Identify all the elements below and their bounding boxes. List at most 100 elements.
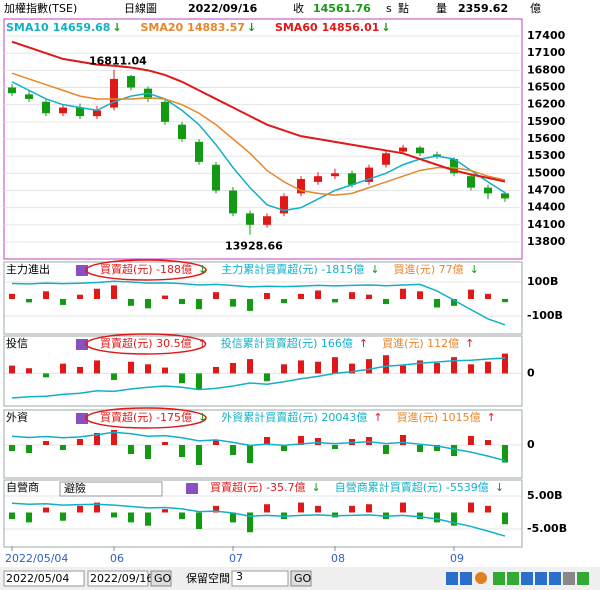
flow-bar	[451, 357, 457, 374]
flow-bar	[162, 295, 168, 299]
start-date: 2022/05/04	[6, 572, 69, 585]
flow-bar	[162, 367, 168, 374]
end-input[interactable]	[87, 570, 149, 587]
cumulative-line	[11, 431, 506, 462]
flow-bar	[502, 512, 508, 525]
flow-bar	[43, 291, 49, 299]
flow-bar	[26, 368, 32, 374]
date: 2022/09/16	[188, 2, 258, 15]
panel-icon	[76, 265, 88, 276]
flow-bar	[145, 445, 151, 459]
flow-bar	[417, 360, 423, 374]
flow-bar	[179, 373, 185, 384]
flow-bar	[468, 502, 474, 513]
end-date: 2022/09/16	[90, 572, 153, 585]
low-annotation: 13928.66	[225, 240, 283, 253]
sma-line	[11, 72, 506, 196]
flow-bar	[162, 509, 168, 513]
candle-body	[433, 154, 441, 157]
panel-text: 買賣超(元) -35.7億	[210, 480, 306, 494]
flow-bar	[145, 298, 151, 309]
candle-body	[331, 173, 339, 177]
panel-text: 買賣超(元) 30.5億	[100, 336, 192, 350]
flow-bar	[383, 298, 389, 305]
flow-bar	[26, 512, 32, 523]
flow-bar	[196, 373, 202, 390]
panel-text: ↑	[465, 337, 474, 350]
y-tick-label: 16500	[527, 81, 566, 94]
flow-bar	[400, 288, 406, 299]
sma-line	[11, 81, 506, 212]
flow-bar	[26, 298, 32, 303]
flow-bar	[230, 512, 236, 523]
flow-bar	[264, 373, 270, 382]
flow-bar	[94, 502, 100, 513]
flow-bar	[315, 290, 321, 299]
candle-body	[178, 124, 186, 139]
panel-text: ↓	[495, 481, 504, 494]
panel-icon	[186, 483, 198, 494]
flow-bar	[9, 512, 15, 520]
flow-bar	[366, 294, 372, 299]
flow-bar	[145, 512, 151, 526]
flow-bar	[111, 373, 117, 380]
flow-bar	[128, 361, 134, 374]
y-tick-label: 14100	[527, 218, 566, 231]
reserve-input[interactable]	[231, 570, 289, 587]
panel-text: ↑	[198, 337, 207, 350]
panel-icon	[76, 339, 88, 350]
period: 日線圖	[124, 1, 157, 15]
flow-bar	[213, 366, 219, 374]
panel-text: ↓	[470, 263, 479, 276]
flow-bar	[400, 435, 406, 445]
candle-body	[280, 196, 288, 214]
flow-bar	[315, 505, 321, 513]
candle-body	[110, 78, 118, 108]
y-tick-label: 15300	[527, 149, 566, 162]
panel-text: ↑	[373, 411, 382, 424]
select-value: 避險	[64, 481, 86, 495]
y-tick-label: 17400	[527, 29, 566, 42]
flow-bar	[60, 512, 66, 521]
panel-frame	[3, 409, 523, 479]
select-box[interactable]	[59, 481, 163, 497]
flow-bar	[179, 298, 185, 305]
flow-bar	[349, 292, 355, 299]
flow-bar	[332, 357, 338, 374]
flow-bar	[111, 285, 117, 299]
flow-bar	[247, 298, 253, 311]
flow-bar	[43, 373, 49, 378]
candle-body	[297, 179, 305, 194]
flow-bar	[77, 439, 83, 445]
panel-text: 買進(元) 112億	[382, 337, 459, 350]
y-tick-label: 0	[527, 438, 535, 451]
flow-bar	[264, 504, 270, 513]
flow-bar	[417, 512, 423, 520]
flow-bar	[94, 288, 100, 299]
go-button-2[interactable]	[290, 570, 312, 587]
flow-bar	[332, 445, 338, 449]
candle-body	[93, 110, 101, 117]
tool-icons[interactable]	[446, 572, 589, 585]
cumulative-line	[11, 280, 506, 326]
flow-bar	[43, 507, 49, 513]
flow-bar	[9, 293, 15, 299]
y-tick-label: -5.00B	[527, 522, 567, 535]
volume-label: 量	[436, 2, 447, 15]
flow-bar	[468, 436, 474, 445]
flow-bar	[213, 440, 219, 445]
x-tick-label: 2022/05/04	[5, 552, 68, 565]
candle-body	[246, 213, 254, 225]
start-input[interactable]	[3, 570, 85, 587]
flow-bar	[247, 445, 253, 463]
flow-bar	[468, 289, 474, 299]
flow-bar	[60, 298, 66, 305]
flow-bar	[298, 293, 304, 299]
go-button[interactable]	[150, 570, 172, 587]
flow-bar	[196, 445, 202, 465]
highlight-circle	[85, 259, 207, 281]
candle-body	[348, 173, 356, 185]
flow-bar	[502, 445, 508, 463]
flow-bar	[230, 445, 236, 455]
x-tick-label: 06	[110, 552, 124, 565]
